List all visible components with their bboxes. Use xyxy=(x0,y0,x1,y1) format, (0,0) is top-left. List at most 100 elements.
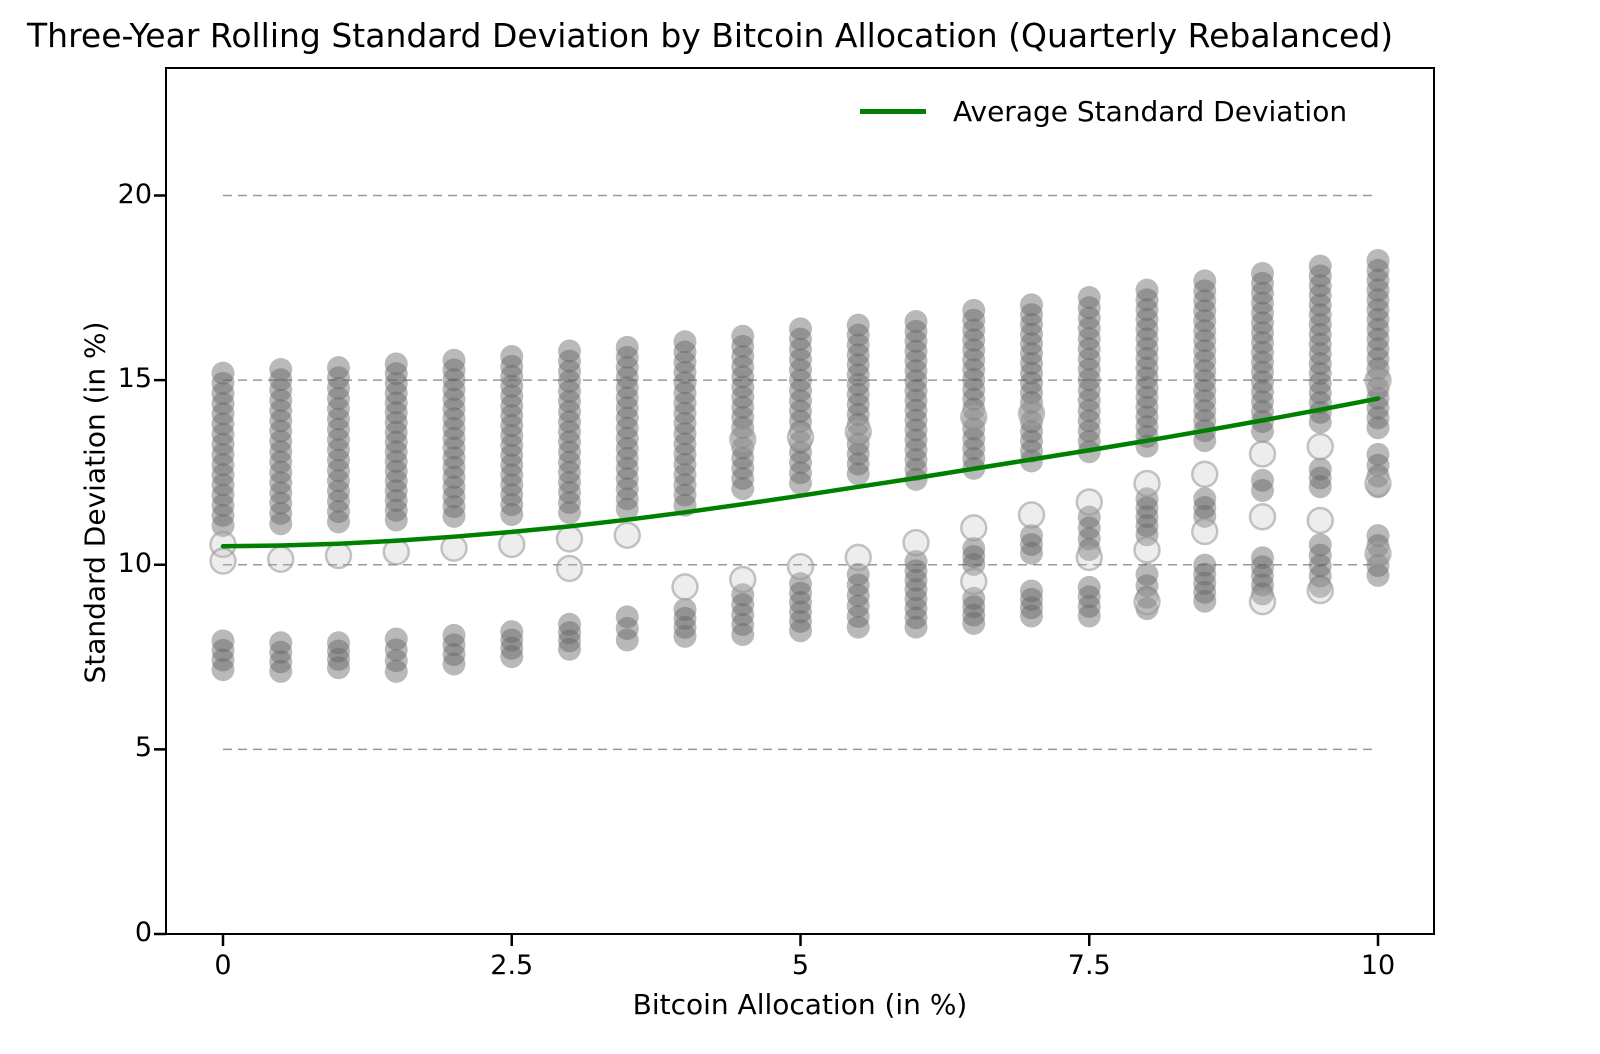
x-tick-label-0: 0 xyxy=(214,950,232,981)
scatter-dot xyxy=(327,397,350,421)
scatter-dot xyxy=(1077,337,1101,361)
scatter-dot xyxy=(1308,410,1332,434)
scatter-dot xyxy=(1135,496,1159,520)
scatter-dot xyxy=(1193,329,1217,353)
scatter-dot xyxy=(1020,332,1043,356)
scatter-dot xyxy=(1077,368,1101,392)
scatter-dot xyxy=(904,559,928,583)
scatter-dot xyxy=(673,330,697,354)
scatter-outlier-ring xyxy=(844,418,872,446)
scatter-dot xyxy=(904,398,928,422)
scatter-dot xyxy=(384,489,408,513)
scatter-dot xyxy=(269,659,293,683)
scatter-column-upper-x6 xyxy=(904,309,928,491)
scatter-dot xyxy=(384,352,408,376)
chart-title: Three-Year Rolling Standard Deviation by… xyxy=(27,16,1394,55)
scatter-outlier-ring xyxy=(1364,469,1392,498)
scatter-dot xyxy=(673,483,697,507)
scatter-dot xyxy=(846,615,870,639)
scatter-dot xyxy=(384,508,408,532)
scatter-outlier-ring xyxy=(613,521,641,549)
scatter-dot xyxy=(211,483,235,507)
scatter-outlier-ring xyxy=(324,541,353,570)
scatter-dot xyxy=(1020,410,1043,434)
scatter-dot xyxy=(1020,381,1043,405)
scatter-dot xyxy=(962,446,986,470)
scatter-dot xyxy=(904,359,928,383)
scatter-dot xyxy=(789,399,812,423)
scatter-outlier-ring xyxy=(1133,469,1161,498)
scatter-dot xyxy=(1135,376,1159,400)
scatter-outlier-ring xyxy=(267,545,295,573)
scatter-dot xyxy=(904,578,928,602)
scatter-dot xyxy=(1135,597,1159,621)
scatter-dot xyxy=(1135,523,1159,547)
scatter-dot xyxy=(1077,388,1101,412)
scatter-dot xyxy=(1308,371,1332,395)
scatter-outlier-ring xyxy=(902,528,930,557)
scatter-dot xyxy=(1077,585,1101,609)
scatter-outlier-ring xyxy=(1248,502,1277,531)
scatter-dot xyxy=(615,335,639,359)
scatter-dot xyxy=(384,440,408,464)
scatter-dot xyxy=(1020,351,1043,375)
scatter-dot xyxy=(1193,553,1217,577)
scatter-dot xyxy=(1135,288,1159,312)
scatter-dot xyxy=(558,491,581,515)
scatter-dot xyxy=(1366,278,1390,302)
scatter-dot xyxy=(731,593,755,617)
scatter-dot xyxy=(1077,399,1101,423)
scatter-dot xyxy=(211,402,235,426)
scatter-dot xyxy=(1077,285,1101,309)
scatter-dot xyxy=(327,356,350,380)
scatter-dot xyxy=(731,355,755,379)
scatter-dot xyxy=(327,438,350,462)
scatter-outlier-ring xyxy=(1075,543,1103,572)
scatter-dot xyxy=(1135,327,1159,351)
scatter-dot xyxy=(1308,254,1332,278)
scatter-dot xyxy=(789,440,812,464)
scatter-dot xyxy=(327,647,350,671)
scatter-dot xyxy=(327,458,350,482)
scatter-dot xyxy=(327,428,350,452)
scatter-column-lower-x3.5 xyxy=(615,605,639,652)
scatter-dot xyxy=(904,379,928,403)
scatter-dot xyxy=(731,603,755,627)
scatter-dot xyxy=(1135,298,1159,322)
scatter-dot xyxy=(500,443,524,467)
scatter-dot xyxy=(384,479,408,503)
scatter-dot xyxy=(615,376,639,400)
scatter-dot xyxy=(789,581,812,605)
scatter-column-lower-x5.5 xyxy=(846,562,870,639)
scatter-outlier-ring xyxy=(498,530,526,559)
scatter-dot xyxy=(673,624,697,648)
scatter-dot xyxy=(500,636,524,660)
scatter-dot xyxy=(1366,416,1390,440)
scatter-dot xyxy=(442,633,466,657)
scatter-dot xyxy=(442,358,466,382)
scatter-outlier-ring xyxy=(960,514,988,542)
scatter-dot xyxy=(327,386,350,410)
scatter-dot xyxy=(384,381,408,405)
scatter-dot xyxy=(1308,283,1332,307)
scatter-dot xyxy=(846,422,870,446)
scatter-dot xyxy=(500,364,524,388)
scatter-dot xyxy=(789,609,812,633)
scatter-dot xyxy=(500,394,524,418)
scatter-column-upper-x10 xyxy=(1366,249,1390,440)
scatter-dot xyxy=(1077,316,1101,340)
scatter-dot xyxy=(673,452,697,476)
scatter-dot xyxy=(1251,301,1274,325)
scatter-dot xyxy=(1366,534,1390,558)
scatter-dot xyxy=(1135,505,1159,529)
scatter-dot xyxy=(731,334,755,358)
scatter-outlier-ring xyxy=(1191,517,1219,546)
scatter-dot xyxy=(673,597,697,621)
scatter-dot xyxy=(904,596,928,620)
scatter-dot xyxy=(1077,296,1101,320)
scatter-outlier-ring xyxy=(555,554,584,583)
scatter-dot xyxy=(673,381,697,405)
scatter-dot xyxy=(904,587,928,611)
scatter-dot xyxy=(1135,346,1159,370)
